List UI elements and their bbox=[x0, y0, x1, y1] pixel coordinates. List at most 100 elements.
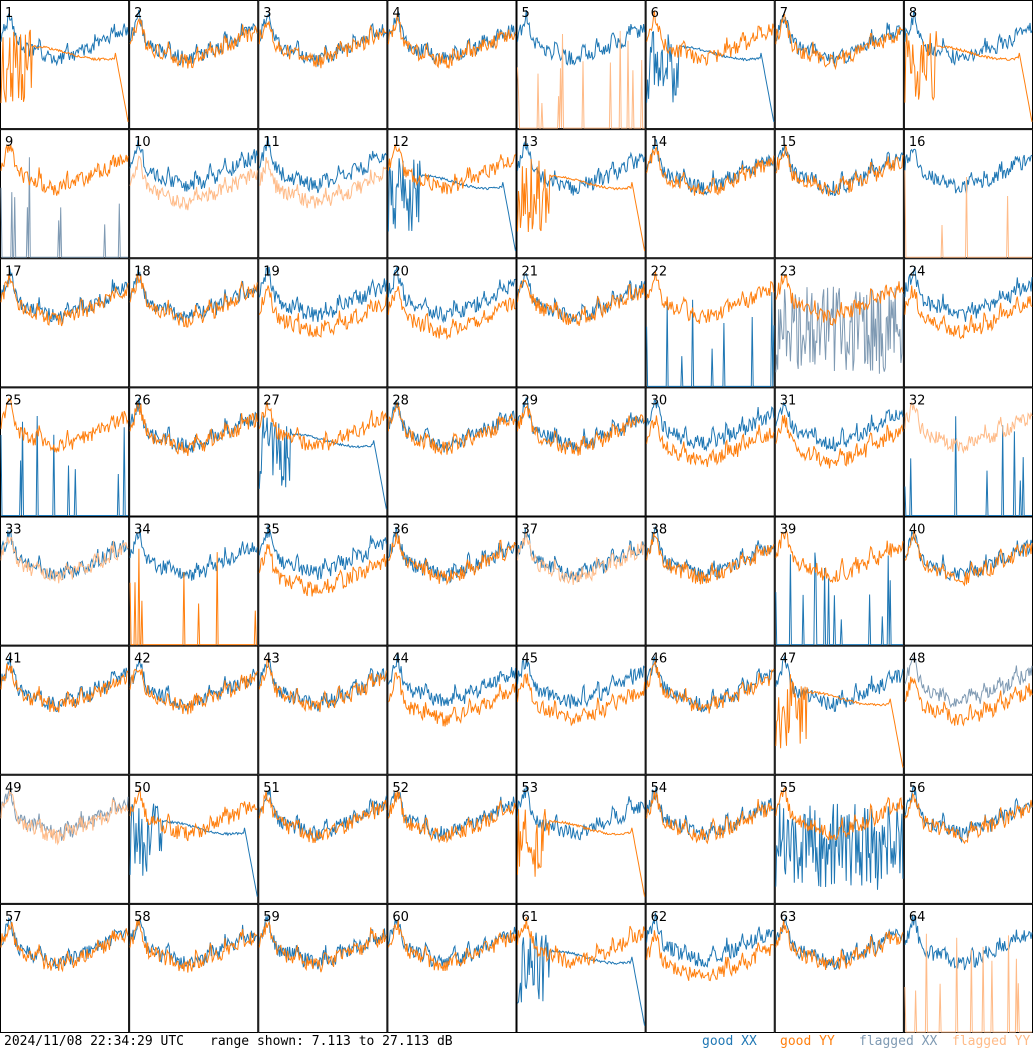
panel-4: 4 bbox=[387, 0, 517, 130]
yy-series bbox=[904, 792, 1033, 845]
panel-number: 7 bbox=[780, 6, 788, 21]
yy-series bbox=[388, 533, 516, 586]
yy-series bbox=[904, 170, 1032, 258]
panel-frame bbox=[129, 516, 259, 646]
panel-54: 54 bbox=[645, 774, 775, 904]
panel-40: 40 bbox=[903, 516, 1033, 646]
panel-9: 9 bbox=[0, 129, 130, 259]
panel-8: 8 bbox=[903, 0, 1033, 130]
panel-number: 21 bbox=[522, 264, 539, 279]
yy-series bbox=[517, 808, 646, 897]
panel-11: 11 bbox=[258, 129, 388, 259]
panel-number: 60 bbox=[392, 910, 409, 925]
yy-series bbox=[129, 273, 258, 328]
xx-series bbox=[775, 654, 904, 712]
legend-flagged-yy: flagged YY bbox=[952, 1034, 1031, 1049]
xx-series bbox=[258, 136, 387, 194]
footer: 2024/11/08 22:34:29 UTC range shown: 7.1… bbox=[0, 1033, 1033, 1053]
panel-59: 59 bbox=[258, 903, 388, 1033]
xx-series bbox=[387, 158, 516, 252]
panel-frame bbox=[645, 774, 775, 904]
yy-series bbox=[258, 544, 387, 597]
panel-56: 56 bbox=[903, 774, 1033, 904]
panel-44: 44 bbox=[387, 645, 517, 775]
panel-5: 5 bbox=[516, 0, 646, 130]
yy-series bbox=[387, 286, 516, 341]
yy-series bbox=[0, 273, 129, 327]
panel-number: 30 bbox=[651, 393, 668, 408]
yy-series bbox=[129, 155, 258, 211]
xx-series bbox=[775, 552, 903, 646]
panel-number: 1 bbox=[5, 6, 13, 21]
panel-15: 15 bbox=[774, 129, 904, 259]
panel-number: 42 bbox=[134, 652, 151, 667]
panel-number: 13 bbox=[522, 135, 539, 150]
panel-30: 30 bbox=[645, 387, 775, 517]
panel-number: 52 bbox=[392, 781, 409, 796]
panel-number: 15 bbox=[780, 135, 797, 150]
panel-frame bbox=[258, 903, 388, 1033]
xx-series bbox=[646, 399, 775, 452]
xx-series bbox=[0, 415, 129, 516]
panel-number: 41 bbox=[5, 652, 22, 667]
panel-number: 31 bbox=[780, 393, 797, 408]
panel-22: 22 bbox=[645, 258, 775, 388]
panel-frame bbox=[129, 129, 259, 259]
panel-number: 6 bbox=[651, 6, 659, 21]
yy-series bbox=[646, 10, 775, 67]
panel-number: 50 bbox=[134, 781, 151, 796]
panel-frame bbox=[516, 0, 646, 130]
yy-series bbox=[0, 536, 129, 584]
yy-series bbox=[129, 402, 258, 457]
panel-42: 42 bbox=[129, 645, 259, 775]
xx-series bbox=[387, 653, 516, 707]
yy-series bbox=[904, 285, 1033, 340]
panel-number: 29 bbox=[522, 393, 539, 408]
panel-frame bbox=[903, 387, 1033, 517]
panel-number: 28 bbox=[392, 393, 409, 408]
panel-number: 17 bbox=[5, 264, 22, 279]
xx-series bbox=[775, 402, 904, 452]
yy-series bbox=[646, 790, 775, 845]
yy-series bbox=[646, 532, 775, 585]
panel-number: 3 bbox=[263, 6, 271, 21]
yy-series bbox=[775, 144, 904, 197]
panel-number: 43 bbox=[263, 652, 280, 667]
panel-frame bbox=[516, 903, 646, 1033]
panel-number: 33 bbox=[5, 523, 22, 538]
panel-frame bbox=[516, 387, 646, 517]
panel-48: 48 bbox=[903, 645, 1033, 775]
yy-series bbox=[775, 414, 904, 469]
yy-series bbox=[904, 933, 1032, 1033]
xx-series bbox=[517, 657, 645, 709]
panel-number: 56 bbox=[909, 781, 926, 796]
yy-series bbox=[387, 402, 516, 456]
panel-number: 49 bbox=[5, 781, 22, 796]
panel-frame bbox=[516, 774, 646, 904]
panel-number: 27 bbox=[263, 393, 280, 408]
xx-series bbox=[904, 416, 1032, 516]
range-label: range shown: 7.113 to 27.113 dB bbox=[210, 1034, 453, 1049]
yy-series bbox=[0, 921, 129, 973]
panel-number: 9 bbox=[5, 135, 13, 150]
panel-41: 41 bbox=[0, 645, 130, 775]
panel-number: 58 bbox=[134, 910, 151, 925]
panel-number: 63 bbox=[780, 910, 797, 925]
yy-series bbox=[775, 674, 904, 768]
yy-series bbox=[517, 673, 646, 727]
panel-43: 43 bbox=[258, 645, 388, 775]
panel-2: 2 bbox=[129, 0, 259, 130]
panel-frame bbox=[0, 903, 130, 1033]
panel-6: 6 bbox=[645, 0, 775, 130]
panel-number: 59 bbox=[263, 910, 280, 925]
panel-number: 45 bbox=[522, 652, 539, 667]
panel-47: 47 bbox=[774, 645, 904, 775]
xx-series bbox=[517, 528, 645, 582]
xx-series bbox=[129, 527, 258, 581]
yy-series bbox=[388, 672, 516, 727]
panel-number: 10 bbox=[134, 135, 151, 150]
panel-number: 5 bbox=[522, 6, 530, 21]
panel-number: 24 bbox=[909, 264, 926, 279]
yy-series bbox=[517, 404, 646, 456]
